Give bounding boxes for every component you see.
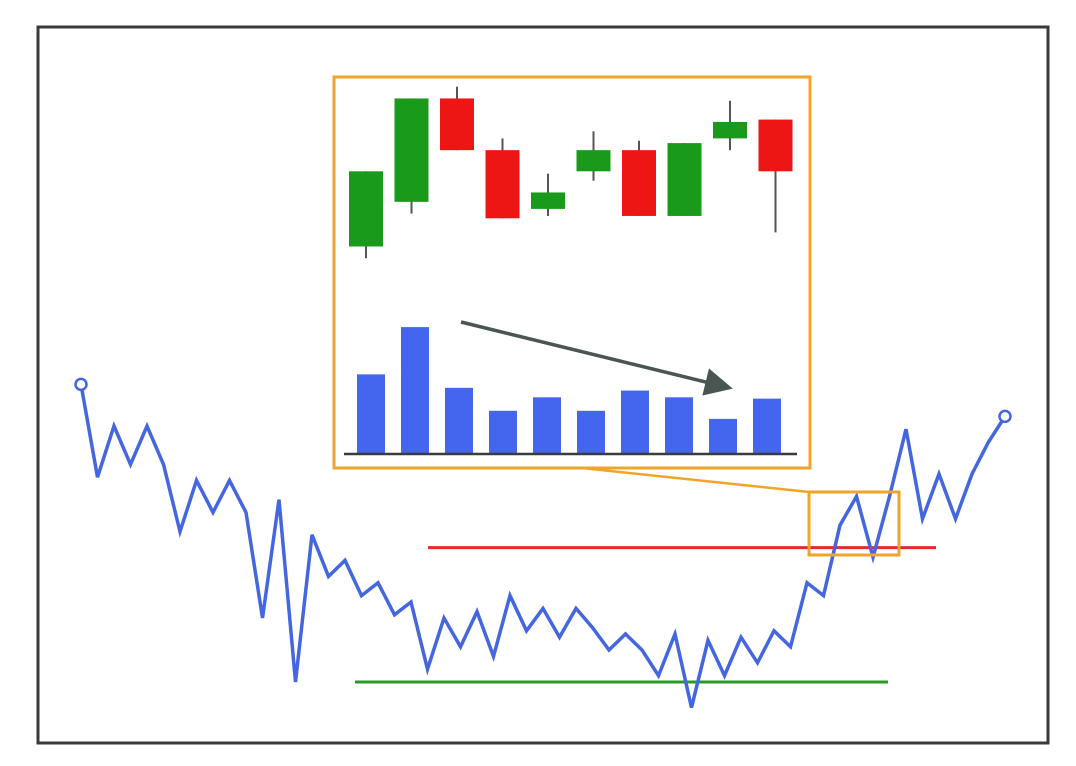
volume-bar-chart bbox=[344, 320, 797, 456]
candle bbox=[394, 98, 429, 214]
price-series-line bbox=[79, 382, 1007, 709]
candle bbox=[440, 86, 474, 151]
candle-body bbox=[576, 150, 611, 172]
candle bbox=[531, 173, 565, 216]
volume-bar bbox=[577, 410, 605, 454]
candle-body bbox=[440, 98, 474, 151]
candle-body bbox=[394, 98, 429, 202]
candle-body bbox=[713, 121, 747, 139]
volume-bar bbox=[489, 410, 517, 454]
zoom-panel bbox=[332, 75, 812, 470]
volume-bar bbox=[665, 397, 693, 454]
candle bbox=[667, 143, 702, 216]
candle-body bbox=[485, 150, 520, 219]
price-end-point bbox=[998, 409, 1012, 424]
volume-bar bbox=[401, 327, 429, 454]
volume-bar bbox=[753, 398, 781, 454]
zoom-callout bbox=[332, 75, 901, 557]
zoom-connector bbox=[581, 466, 810, 494]
price-start-point bbox=[74, 377, 88, 392]
candle bbox=[576, 131, 611, 181]
price-line-chart bbox=[74, 377, 1012, 709]
volume-bar bbox=[621, 390, 649, 454]
volume-bar bbox=[445, 387, 473, 454]
candlestick-chart bbox=[349, 86, 793, 259]
zoom-source-box bbox=[807, 490, 901, 557]
candle bbox=[622, 140, 656, 216]
volume-bar bbox=[709, 418, 737, 454]
candle bbox=[758, 119, 793, 233]
volume-bar bbox=[533, 397, 561, 454]
volume-trend-arrow bbox=[460, 320, 733, 396]
candle bbox=[485, 138, 520, 219]
candle bbox=[349, 171, 383, 259]
candle-body bbox=[349, 171, 383, 247]
candle-body bbox=[667, 143, 702, 216]
chart-frame bbox=[36, 25, 1050, 745]
candle-body bbox=[622, 150, 656, 216]
candle bbox=[713, 100, 747, 151]
price-levels bbox=[355, 546, 936, 684]
candle-body bbox=[758, 119, 793, 172]
candle-body bbox=[531, 192, 565, 209]
volume-bar bbox=[357, 374, 385, 454]
